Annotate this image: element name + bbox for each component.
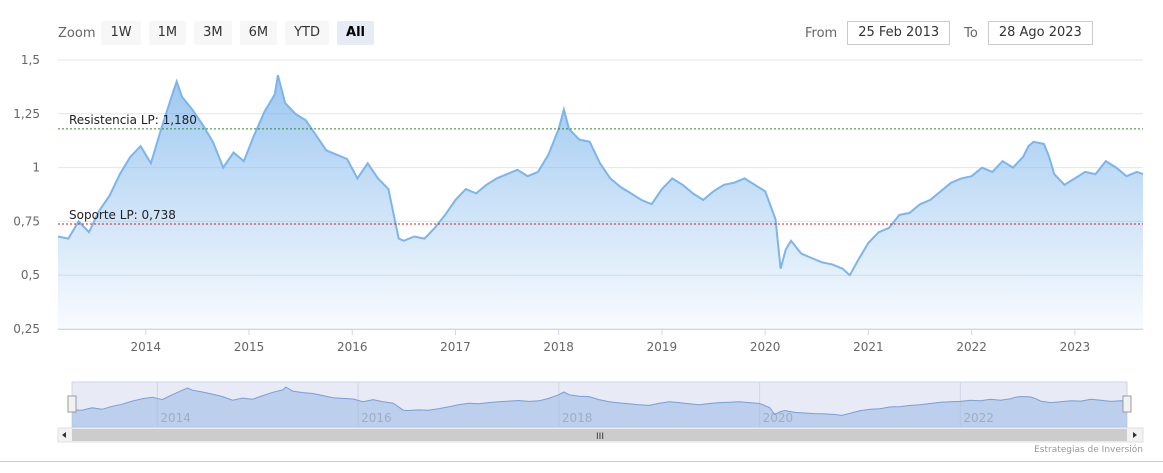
zoom-all-button[interactable]: All bbox=[337, 21, 374, 45]
y-tick-label: 1,25 bbox=[13, 107, 40, 121]
resistance-label: Resistencia LP: 1,180 bbox=[69, 113, 197, 127]
footer-divider bbox=[0, 461, 1163, 462]
zoom-6m-button[interactable]: 6M bbox=[239, 21, 278, 45]
y-tick-label: 0,5 bbox=[21, 268, 40, 282]
zoom-3m-button[interactable]: 3M bbox=[194, 21, 232, 45]
y-tick-label: 0,25 bbox=[13, 322, 40, 336]
x-tick-label: 2021 bbox=[853, 340, 884, 354]
date-range: From 25 Feb 2013 To 28 Ago 2023 bbox=[805, 20, 1093, 46]
scrollbar-thumb[interactable] bbox=[72, 429, 1127, 441]
navigator-handle-right[interactable] bbox=[1122, 395, 1132, 413]
scroll-right-icon[interactable] bbox=[1133, 432, 1137, 438]
x-tick-label: 2018 bbox=[543, 340, 574, 354]
credit-text: Estrategias de Inversión bbox=[1034, 445, 1143, 455]
x-tick-label: 2019 bbox=[647, 340, 678, 354]
scroll-left-icon[interactable] bbox=[62, 432, 66, 438]
x-tick-label: 2016 bbox=[337, 340, 368, 354]
y-tick-label: 1,5 bbox=[21, 53, 40, 67]
from-label: From bbox=[805, 25, 838, 41]
zoom-bar: Zoom 1W 1M 3M 6M YTD All bbox=[58, 20, 382, 46]
price-area bbox=[58, 75, 1143, 329]
y-tick-label: 1 bbox=[32, 161, 40, 175]
navigator-line bbox=[71, 386, 1128, 416]
support-label: Soporte LP: 0,738 bbox=[69, 208, 176, 222]
to-date-input[interactable]: 28 Ago 2023 bbox=[987, 21, 1093, 45]
x-tick-label: 2015 bbox=[234, 340, 265, 354]
x-tick-label: 2020 bbox=[750, 340, 781, 354]
to-label: To bbox=[964, 25, 978, 41]
navigator-handle-left[interactable] bbox=[67, 395, 77, 413]
zoom-label: Zoom bbox=[58, 25, 96, 41]
x-tick-label: 2022 bbox=[956, 340, 987, 354]
navigator-area bbox=[72, 387, 1127, 427]
axis-layer: 0,25 0,5 0,75 1 1,25 1,5 2014 2015 2016 2017 2018 2… bbox=[13, 53, 1143, 354]
zoom-1m-button[interactable]: 1M bbox=[148, 21, 187, 45]
navigator[interactable]: 20142016201820202022III bbox=[57, 381, 1144, 443]
area-layer bbox=[57, 74, 1144, 329]
x-tick-label: 2017 bbox=[440, 340, 471, 354]
x-tick-label: 2023 bbox=[1060, 340, 1091, 354]
zoom-1w-button[interactable]: 1W bbox=[101, 21, 141, 45]
price-line bbox=[57, 74, 1144, 277]
x-tick-label: 2014 bbox=[130, 340, 161, 354]
scrollbar-grip: III bbox=[596, 432, 604, 442]
annotation-layer: Resistencia LP: 1,180 Soporte LP: 0,738 bbox=[58, 113, 1143, 225]
zoom-ytd-button[interactable]: YTD bbox=[285, 21, 330, 45]
y-tick-label: 0,75 bbox=[13, 214, 40, 228]
from-date-input[interactable]: 25 Feb 2013 bbox=[847, 21, 951, 45]
